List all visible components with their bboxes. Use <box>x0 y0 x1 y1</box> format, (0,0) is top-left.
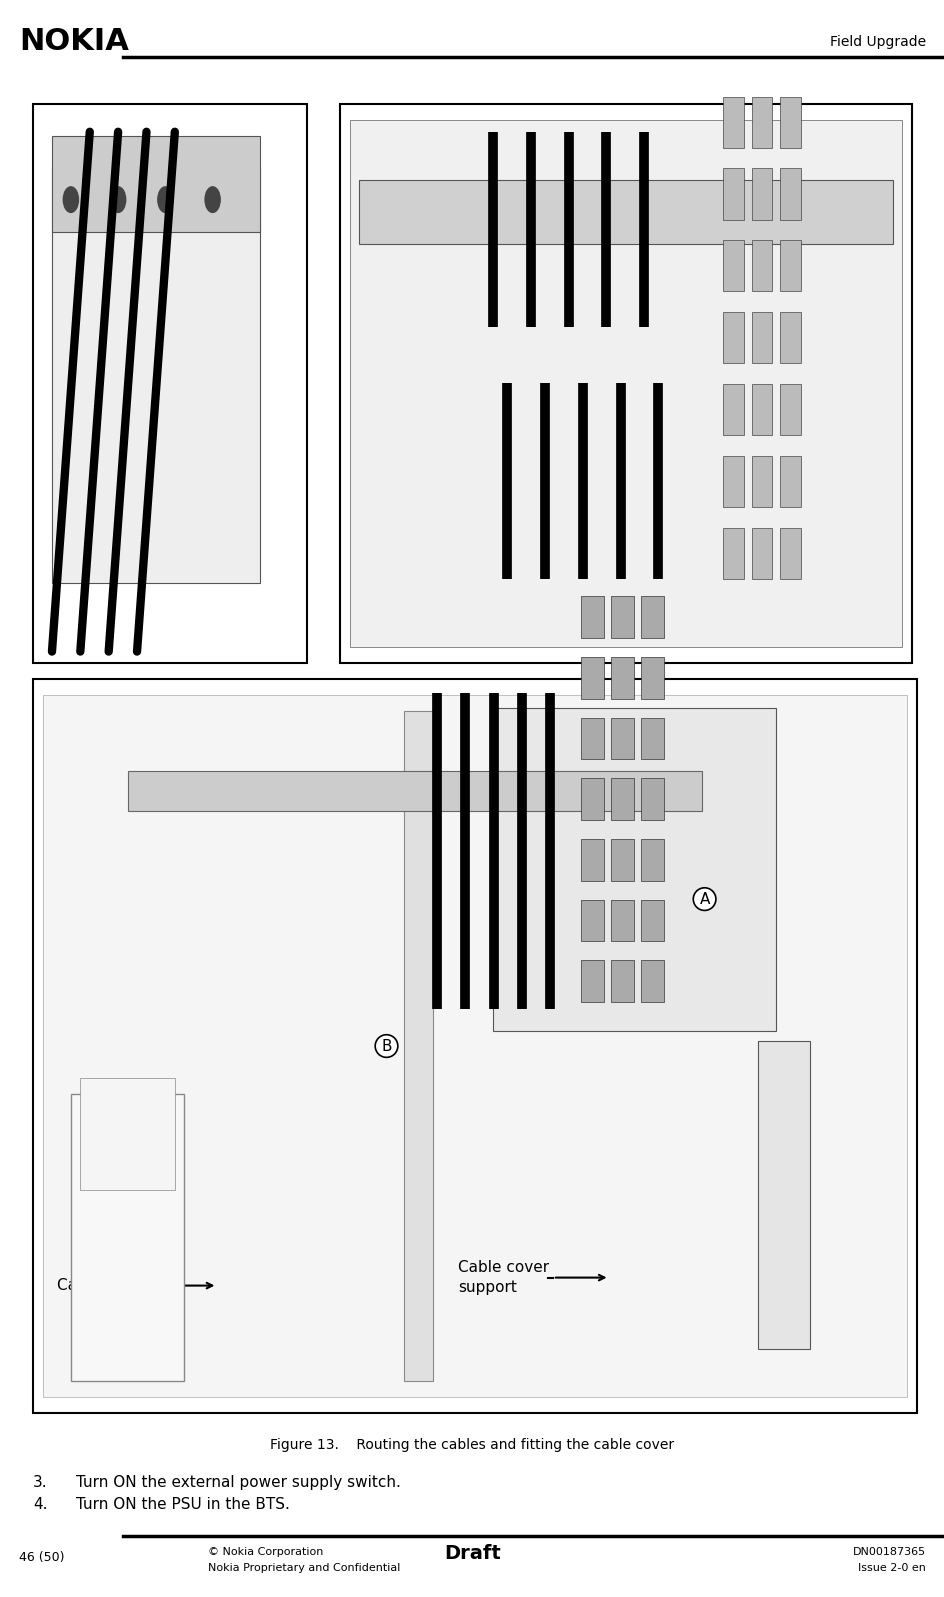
Bar <box>779 529 800 580</box>
Text: DN00187365: DN00187365 <box>852 1547 925 1557</box>
Text: 46 (50): 46 (50) <box>19 1551 64 1563</box>
Text: Turn ON the PSU in the BTS.: Turn ON the PSU in the BTS. <box>76 1496 289 1512</box>
Bar <box>611 596 633 637</box>
Circle shape <box>158 187 173 212</box>
Bar <box>779 385 800 436</box>
Bar <box>722 241 743 292</box>
Bar <box>750 169 771 220</box>
Circle shape <box>110 187 126 212</box>
Bar <box>340 104 911 663</box>
Bar <box>404 711 432 1381</box>
Bar <box>722 169 743 220</box>
Bar <box>127 771 701 811</box>
Bar <box>779 241 800 292</box>
Bar <box>750 529 771 580</box>
Bar <box>611 656 633 698</box>
Bar <box>750 313 771 364</box>
Bar <box>492 707 775 1032</box>
Text: Nokia Proprietary and Confidential: Nokia Proprietary and Confidential <box>208 1563 400 1573</box>
Bar <box>779 457 800 508</box>
Bar <box>611 838 633 880</box>
Bar <box>611 778 633 819</box>
Bar <box>71 1094 184 1381</box>
Text: Cable cover: Cable cover <box>57 1278 147 1294</box>
Bar <box>611 960 633 1001</box>
Bar <box>641 596 664 637</box>
Bar <box>80 1078 175 1190</box>
Text: © Nokia Corporation: © Nokia Corporation <box>208 1547 323 1557</box>
Text: Issue 2-0 en: Issue 2-0 en <box>857 1563 925 1573</box>
Bar <box>779 97 800 149</box>
Text: Draft: Draft <box>444 1544 500 1563</box>
Bar <box>33 104 307 663</box>
Bar <box>641 960 664 1001</box>
Bar <box>581 960 603 1001</box>
Bar <box>722 313 743 364</box>
Text: A: A <box>699 891 709 907</box>
Text: Cable cover
support: Cable cover support <box>458 1260 548 1295</box>
Bar <box>641 656 664 698</box>
Circle shape <box>63 187 78 212</box>
Text: 3.: 3. <box>33 1474 47 1490</box>
Bar <box>750 457 771 508</box>
Bar <box>359 179 892 244</box>
Bar <box>641 778 664 819</box>
Text: Figure 13.    Routing the cables and fitting the cable cover: Figure 13. Routing the cables and fittin… <box>270 1439 674 1452</box>
Text: Turn ON the external power supply switch.: Turn ON the external power supply switch… <box>76 1474 400 1490</box>
Bar <box>52 168 260 583</box>
Bar <box>581 899 603 941</box>
Bar <box>581 656 603 698</box>
Bar <box>722 97 743 149</box>
Bar <box>641 838 664 880</box>
Bar <box>641 717 664 759</box>
Bar <box>722 457 743 508</box>
Bar <box>722 385 743 436</box>
Bar <box>52 136 260 232</box>
Bar <box>750 97 771 149</box>
Bar <box>581 717 603 759</box>
Text: B: B <box>380 1038 392 1054</box>
Bar <box>641 899 664 941</box>
Bar <box>750 385 771 436</box>
Bar <box>581 778 603 819</box>
Bar <box>42 695 906 1397</box>
Text: 4.: 4. <box>33 1496 47 1512</box>
Text: Field Upgrade: Field Upgrade <box>829 35 925 48</box>
Bar <box>581 596 603 637</box>
Bar <box>581 838 603 880</box>
Bar <box>611 899 633 941</box>
Bar <box>33 679 916 1413</box>
Bar <box>750 241 771 292</box>
Bar <box>722 529 743 580</box>
Bar <box>779 169 800 220</box>
Bar <box>757 1041 809 1349</box>
Text: NOKIA: NOKIA <box>19 27 128 56</box>
Circle shape <box>205 187 220 212</box>
Bar <box>611 717 633 759</box>
Bar <box>779 313 800 364</box>
Bar <box>349 120 902 647</box>
